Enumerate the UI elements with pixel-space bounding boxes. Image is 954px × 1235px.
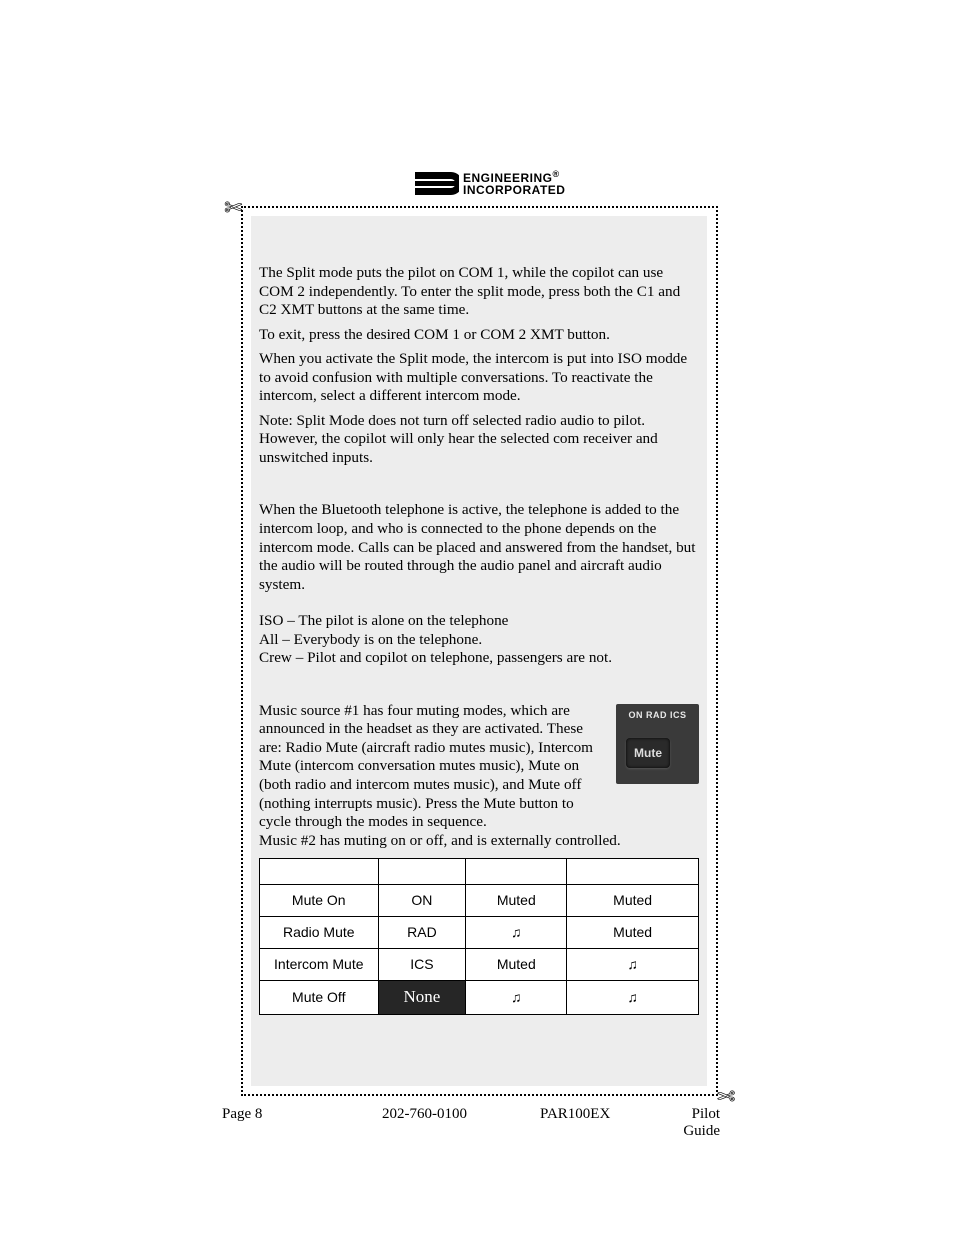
table-cell: Intercom Mute [260,949,379,981]
para-split-1: The Split mode puts the pilot on COM 1, … [259,264,699,320]
footer-doc: Pilot Guide [660,1106,720,1140]
table-row: Radio MuteRAD♫Muted [260,917,699,949]
para-music2: Music #2 has muting on or off, and is ex… [259,832,699,851]
table-cell: RAD [378,917,466,949]
content-panel: The Split mode puts the pilot on COM 1, … [251,216,707,1086]
mute-indicators: ON RAD ICS [616,710,699,721]
table-row: Intercom MuteICSMuted♫ [260,949,699,981]
th-2 [466,859,567,885]
mute-modes-table: Mute OnONMutedMutedRadio MuteRAD♫MutedIn… [259,858,699,1015]
footer-model: PAR100EX [540,1106,660,1140]
table-cell: Muted [567,917,699,949]
scissors-top-icon: ✄ [224,195,242,221]
table-cell: Mute On [260,885,379,917]
para-all-mode: All – Everybody is on the telephone. [259,631,699,650]
th-0 [260,859,379,885]
th-1 [378,859,466,885]
table-cell: None [378,981,466,1015]
table-cell: Mute Off [260,981,379,1015]
table-row: Mute OnONMutedMuted [260,885,699,917]
table-header-row [260,859,699,885]
table-cell: Muted [567,885,699,917]
para-split-2: To exit, press the desired COM 1 or COM … [259,326,699,345]
document-page: ENGINEERING® INCORPORATED ✄ The Split mo… [0,0,954,1235]
table-cell: Radio Mute [260,917,379,949]
company-logo: ENGINEERING® INCORPORATED [415,170,565,196]
registered-icon: ® [553,169,560,179]
page-footer: Page 8 202-760-0100 PAR100EX Pilot Guide [222,1106,720,1140]
para-muting: Music source #1 has four muting modes, w… [259,702,606,832]
table-cell: ♫ [466,917,567,949]
muting-section: Music source #1 has four muting modes, w… [259,702,699,832]
content-bottom-pad [259,1015,699,1027]
table-cell: ON [378,885,466,917]
th-3 [567,859,699,885]
table-row: Mute OffNone♫♫ [260,981,699,1015]
para-iso: When you activate the Split mode, the in… [259,350,699,406]
table-cell: Muted [466,949,567,981]
mute-button-illustration: ON RAD ICS Mute [616,704,699,784]
logo-text: ENGINEERING® INCORPORATED [463,170,565,196]
muting-text: Music source #1 has four muting modes, w… [259,702,606,832]
para-crew-mode: Crew – Pilot and copilot on telephone, p… [259,649,699,668]
para-bluetooth: When the Bluetooth telephone is active, … [259,501,699,594]
table-cell: ♫ [567,949,699,981]
table-cell: ♫ [466,981,567,1015]
footer-phone: 202-760-0100 [382,1106,540,1140]
logo-mark-icon [415,170,459,196]
table-cell: Muted [466,885,567,917]
table-cell: ICS [378,949,466,981]
table-cell: ♫ [567,981,699,1015]
para-note: Note: Split Mode does not turn off selec… [259,412,699,468]
mute-button-label: Mute [626,738,670,768]
logo-line2: INCORPORATED [463,183,565,197]
footer-page: Page 8 [222,1106,382,1140]
para-iso-mode: ISO – The pilot is alone on the telephon… [259,612,699,631]
